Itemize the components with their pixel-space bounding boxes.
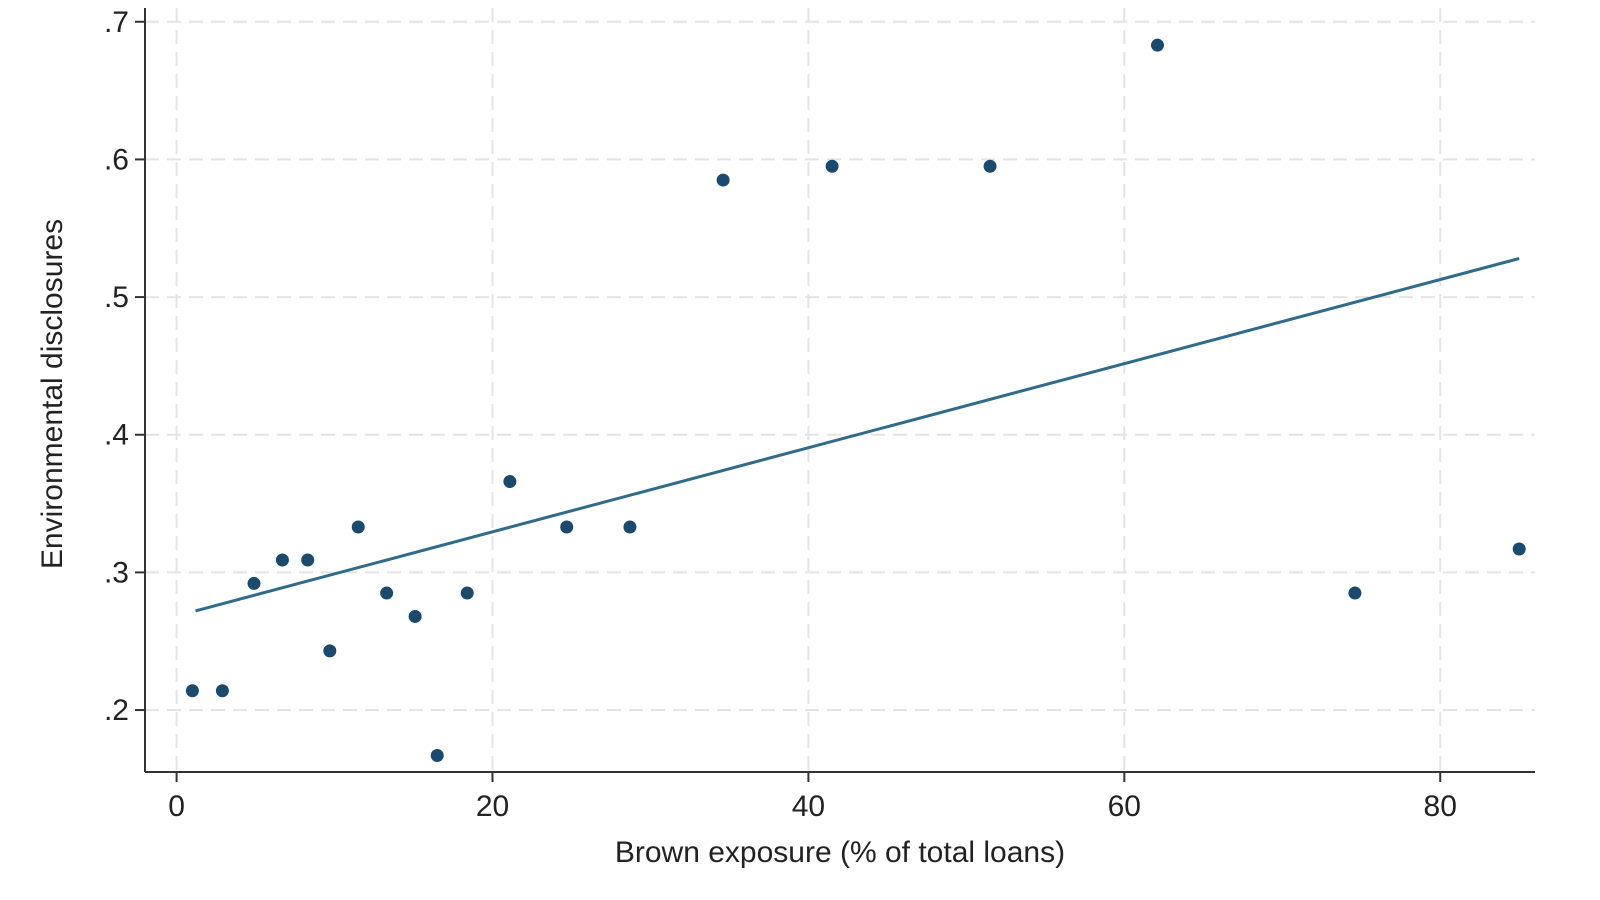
data-point: [1512, 542, 1526, 556]
data-point: [301, 553, 315, 567]
x-tick-label: 60: [1108, 790, 1141, 823]
data-point: [1348, 586, 1362, 600]
x-tick-label: 20: [476, 790, 509, 823]
data-point: [323, 644, 337, 658]
data-point: [430, 748, 444, 762]
scatter-points: [185, 38, 1526, 762]
data-point: [215, 684, 229, 698]
data-point: [408, 609, 422, 623]
data-point: [503, 475, 517, 489]
data-point: [825, 159, 839, 173]
y-tick-label: .5: [104, 281, 129, 314]
data-point: [275, 553, 289, 567]
y-tick-label: .6: [104, 143, 129, 176]
data-point: [185, 684, 199, 698]
data-point: [560, 520, 574, 534]
tick-labels: .2 .3 .4 .5 .6 .7 0 20 40 60 80: [104, 6, 1457, 823]
fitted-line-group: [195, 257, 1520, 613]
y-tick-label: .2: [104, 694, 129, 727]
y-tick-label: .4: [104, 419, 129, 452]
fitted-line: [195, 257, 1520, 613]
y-tick-label: .7: [104, 6, 129, 39]
x-tick-label: 0: [168, 790, 185, 823]
x-axis-title: Brown exposure (% of total loans): [615, 836, 1065, 869]
axes: [135, 8, 1535, 782]
data-point: [380, 586, 394, 600]
data-point: [460, 586, 474, 600]
x-tick-label: 80: [1424, 790, 1457, 823]
y-tick-label: .3: [104, 556, 129, 589]
x-tick-label: 40: [792, 790, 825, 823]
grid-lines: [145, 8, 1535, 772]
data-point: [351, 520, 365, 534]
y-axis-title: Environmental disclosures: [36, 219, 69, 569]
data-point: [247, 576, 261, 590]
data-point: [1150, 38, 1164, 52]
data-point: [623, 520, 637, 534]
data-point: [983, 159, 997, 173]
data-point: [716, 173, 730, 187]
